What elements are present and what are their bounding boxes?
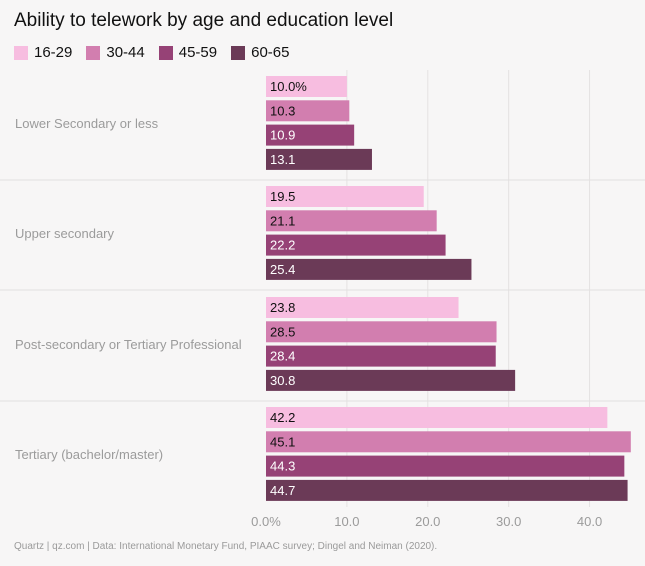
data-label-30-44-group-4: 45.1 bbox=[270, 434, 295, 449]
x-tick-label-0: 0.0% bbox=[251, 514, 281, 529]
bar-30-44-group-4 bbox=[266, 431, 631, 453]
data-label-45-59-group-1: 10.9 bbox=[270, 128, 295, 143]
legend-label-60-65: 60-65 bbox=[251, 44, 290, 61]
data-label-16-29-group-1: 10.0% bbox=[270, 79, 307, 94]
source-footer: Quartz | qz.com | Data: International Mo… bbox=[14, 541, 438, 552]
legend-swatch-60-65 bbox=[231, 45, 246, 60]
bar-16-29-group-3 bbox=[266, 297, 459, 318]
category-label-1: Lower Secondary or less bbox=[15, 116, 159, 131]
legend-item-60-65: 60-65 bbox=[231, 44, 290, 61]
legend-label-45-59: 45-59 bbox=[178, 44, 218, 61]
category-label-2: Upper secondary bbox=[15, 226, 114, 241]
chart-title: Ability to telework by age and education… bbox=[14, 10, 394, 31]
legend-item-30-44: 30-44 bbox=[86, 44, 145, 61]
legend-swatch-16-29 bbox=[14, 45, 28, 60]
x-tick-label-40: 40.0 bbox=[577, 514, 602, 529]
data-label-45-59-group-3: 28.4 bbox=[270, 349, 295, 364]
bar-60-65-group-1 bbox=[266, 148, 372, 170]
x-tick-label-30: 30.0 bbox=[496, 514, 521, 529]
data-label-45-59-group-2: 22.2 bbox=[270, 238, 295, 253]
legend-swatch-30-44 bbox=[86, 45, 101, 60]
data-label-30-44-group-1: 10.3 bbox=[270, 103, 295, 118]
legend-item-45-59: 45-59 bbox=[158, 44, 218, 61]
data-label-60-65-group-4: 44.7 bbox=[270, 483, 295, 498]
data-label-16-29-group-4: 42.2 bbox=[270, 410, 295, 425]
legend-swatch-45-59 bbox=[158, 45, 173, 60]
category-label-3: Post-secondary or Tertiary Professional bbox=[15, 337, 242, 352]
legend-label-30-44: 30-44 bbox=[106, 44, 145, 61]
data-label-16-29-group-3: 23.8 bbox=[270, 300, 295, 315]
bar-45-59-group-3 bbox=[266, 345, 496, 367]
legend-item-16-29: 16-29 bbox=[14, 44, 72, 61]
data-label-60-65-group-2: 25.4 bbox=[270, 262, 295, 277]
data-label-60-65-group-3: 30.8 bbox=[270, 373, 295, 388]
bar-45-59-group-2 bbox=[266, 234, 446, 256]
x-tick-label-20: 20.0 bbox=[415, 514, 440, 529]
x-tick-label-10: 10.0 bbox=[334, 514, 359, 529]
data-label-45-59-group-4: 44.3 bbox=[270, 459, 295, 474]
data-label-30-44-group-2: 21.1 bbox=[270, 213, 295, 228]
bar-60-65-group-2 bbox=[266, 258, 472, 280]
data-label-60-65-group-1: 13.1 bbox=[270, 152, 295, 167]
legend: 16-29 30-44 45-59 60-65 bbox=[14, 44, 290, 61]
bar-16-29-group-1 bbox=[266, 76, 347, 97]
bar-16-29-group-2 bbox=[266, 186, 424, 207]
data-label-30-44-group-3: 28.5 bbox=[270, 324, 295, 339]
bar-30-44-group-1 bbox=[266, 100, 350, 122]
category-label-4: Tertiary (bachelor/master) bbox=[15, 447, 163, 462]
legend-label-16-29: 16-29 bbox=[34, 44, 73, 61]
bar-30-44-group-3 bbox=[266, 321, 497, 343]
bar-16-29-group-4 bbox=[266, 407, 608, 428]
bar-60-65-group-3 bbox=[266, 369, 516, 391]
bar-30-44-group-2 bbox=[266, 210, 437, 232]
data-label-16-29-group-2: 19.5 bbox=[270, 189, 295, 204]
bar-60-65-group-4 bbox=[266, 479, 628, 501]
bar-45-59-group-1 bbox=[266, 124, 355, 146]
bar-45-59-group-4 bbox=[266, 455, 625, 477]
